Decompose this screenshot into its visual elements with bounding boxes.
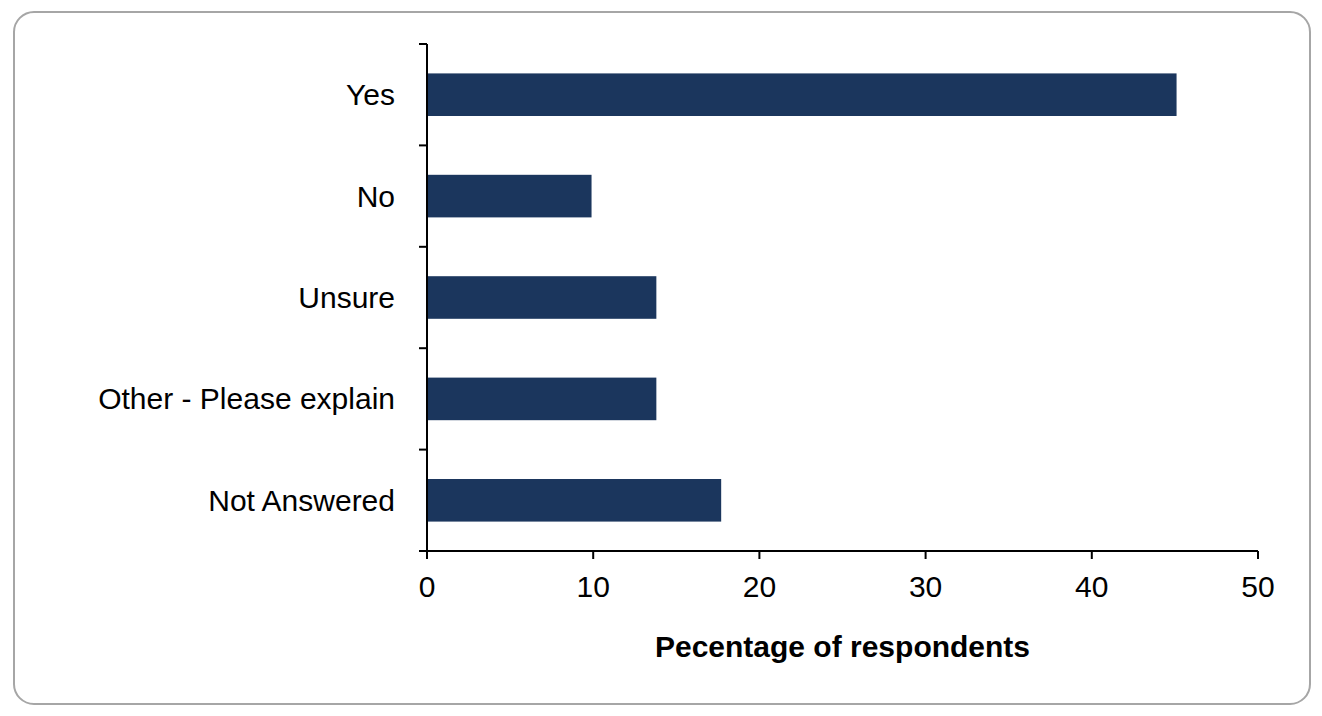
x-axis-title: Pecentage of respondents [655, 630, 1030, 663]
bar [427, 479, 721, 522]
category-label: No [357, 180, 395, 213]
x-tick [925, 551, 927, 559]
x-tick-label: 20 [743, 570, 776, 603]
category-label: Not Answered [208, 484, 395, 517]
category-label: Yes [346, 78, 395, 111]
x-axis-line [427, 550, 1258, 552]
bar [427, 378, 656, 421]
x-tick [758, 551, 760, 559]
y-tick [419, 246, 427, 248]
x-tick [426, 551, 428, 559]
x-tick-label: 40 [1075, 570, 1108, 603]
category-label: Other - Please explain [98, 382, 395, 415]
x-tick-label: 30 [909, 570, 942, 603]
x-tick-label: 0 [419, 570, 436, 603]
chart-container: Yes No Unsure Other - Please explain Not Ans… [0, 0, 1322, 716]
y-tick [419, 449, 427, 451]
y-axis-line [426, 44, 428, 551]
y-tick [419, 144, 427, 146]
category-label: Unsure [298, 281, 395, 314]
x-tick-label: 50 [1241, 570, 1274, 603]
y-tick [419, 347, 427, 349]
x-tick-label: 10 [577, 570, 610, 603]
bar [427, 175, 592, 218]
y-tick [419, 550, 427, 552]
chart-svg: Yes No Unsure Other - Please explain Not Ans… [0, 0, 1322, 716]
bars [427, 73, 1177, 521]
bar [427, 73, 1177, 116]
x-tick [592, 551, 594, 559]
y-tick [419, 43, 427, 45]
frame [14, 12, 1310, 704]
bar [427, 276, 656, 319]
x-tick [1257, 551, 1259, 559]
x-tick [1091, 551, 1093, 559]
